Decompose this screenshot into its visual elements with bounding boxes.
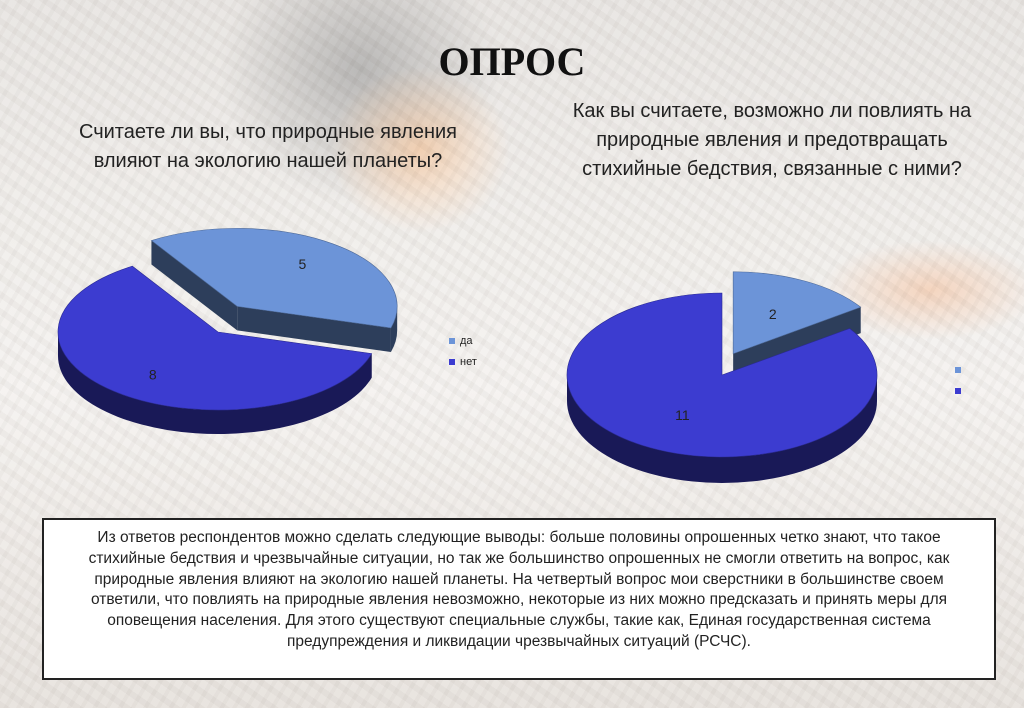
summary-text: Из ответов респондентов можно сделать сл… bbox=[88, 529, 950, 650]
slide-title: ОПРОС bbox=[438, 39, 586, 84]
summary-box: Из ответов респондентов можно сделать сл… bbox=[42, 518, 996, 680]
chart1-data-label-1: 8 bbox=[149, 366, 157, 382]
legend-swatch bbox=[955, 366, 961, 373]
chart1-slice-0-cut bbox=[151, 240, 238, 331]
legend-swatch bbox=[449, 358, 455, 365]
chart1-legend-item-da: да bbox=[449, 330, 477, 351]
chart1-slice-1-side bbox=[58, 332, 372, 435]
chart2-legend-item bbox=[955, 380, 966, 401]
chart1-slice-1 bbox=[57, 265, 373, 411]
chart1-data-label-0: 5 bbox=[299, 256, 307, 272]
chart2-slice-1-side bbox=[567, 375, 877, 483]
chart2-title: Как вы считаете, возможно ли повлиять на… bbox=[572, 100, 972, 180]
chart2-slice-1 bbox=[566, 292, 878, 458]
legend-swatch bbox=[955, 387, 961, 394]
chart2-legend bbox=[955, 359, 966, 401]
legend-swatch bbox=[449, 337, 455, 344]
chart1-legend-item-net: нет bbox=[449, 351, 477, 372]
chart1-title: Считаете ли вы, что природные явления вл… bbox=[78, 121, 458, 172]
chart2-data-label-1: 11 bbox=[675, 407, 690, 423]
chart1-slice-0 bbox=[150, 228, 398, 329]
chart1-slice-0-cut bbox=[237, 306, 391, 352]
chart2-slice-0 bbox=[732, 271, 862, 355]
chart2-legend-item bbox=[955, 359, 966, 380]
chart1-legend: да нет bbox=[449, 330, 477, 372]
chart2-data-label-0: 2 bbox=[769, 306, 777, 322]
chart1-legend-label: да bbox=[460, 334, 473, 347]
chart1-legend-label: нет bbox=[460, 355, 477, 368]
